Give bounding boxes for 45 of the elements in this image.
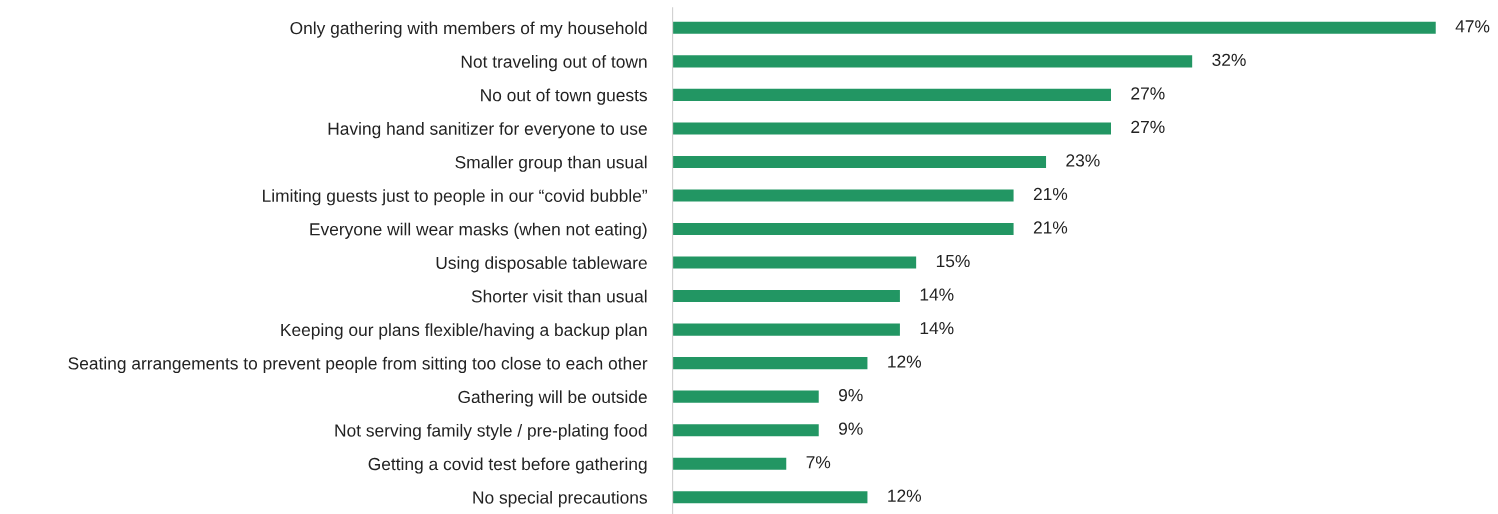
y-tick-label: Getting a covid test before gathering (368, 457, 647, 474)
y-tick-label: Shorter visit than usual (471, 289, 647, 303)
data-label: 32% (1212, 53, 1246, 67)
data-label: 12% (888, 489, 922, 502)
data-label: 21% (1033, 187, 1068, 201)
bar (672, 222, 1014, 236)
y-tick-label: No special precautions (473, 490, 647, 508)
data-label: 9% (838, 422, 863, 435)
bar (672, 290, 900, 303)
data-label: 23% (1066, 154, 1100, 167)
data-label: 9% (838, 389, 863, 402)
y-tick-label: No out of town guests (481, 88, 647, 105)
bar (672, 88, 1111, 101)
bar (672, 256, 917, 269)
y-tick-label: Seating arrangements to prevent people from sitting too close to each other (68, 356, 648, 374)
y-tick-label: Everyone will wear masks (when not eating) (310, 222, 647, 239)
y-tick-label: Smaller group than usual (455, 155, 647, 172)
y-tick-label: Having hand sanitizer for everyone to use (328, 122, 647, 139)
bar (672, 390, 819, 403)
bar (672, 424, 819, 437)
data-label: 14% (920, 322, 954, 335)
bar (672, 323, 900, 336)
data-label: 47% (1455, 20, 1490, 33)
bar (672, 357, 868, 370)
bar (672, 122, 1111, 135)
y-tick-label: Using disposable tableware (436, 256, 647, 273)
bar (672, 21, 1436, 34)
bar (672, 55, 1193, 68)
y-tick-label: Gathering will be outside (458, 390, 647, 407)
y-tick-label: Not traveling out of town (461, 55, 647, 72)
bar (672, 189, 1014, 202)
data-label: 7% (806, 456, 831, 469)
data-label: 27% (1131, 87, 1165, 100)
data-label: 21% (1033, 221, 1068, 234)
y-tick-label: Limiting guests just to people in our “covid bubble” (263, 189, 647, 206)
y-tick-label: Only gathering with members of my household (290, 21, 647, 38)
bar (672, 491, 868, 504)
y-tick-label: Keeping our plans flexible/having a backup plan (281, 323, 647, 340)
bar (672, 457, 787, 470)
data-label: 14% (920, 288, 954, 301)
data-label: 15% (936, 254, 970, 268)
data-label: 27% (1131, 120, 1165, 134)
bar (672, 155, 1047, 168)
y-tick-label: Not serving family style / pre-plating food (335, 423, 647, 441)
data-label: 12% (888, 355, 922, 368)
